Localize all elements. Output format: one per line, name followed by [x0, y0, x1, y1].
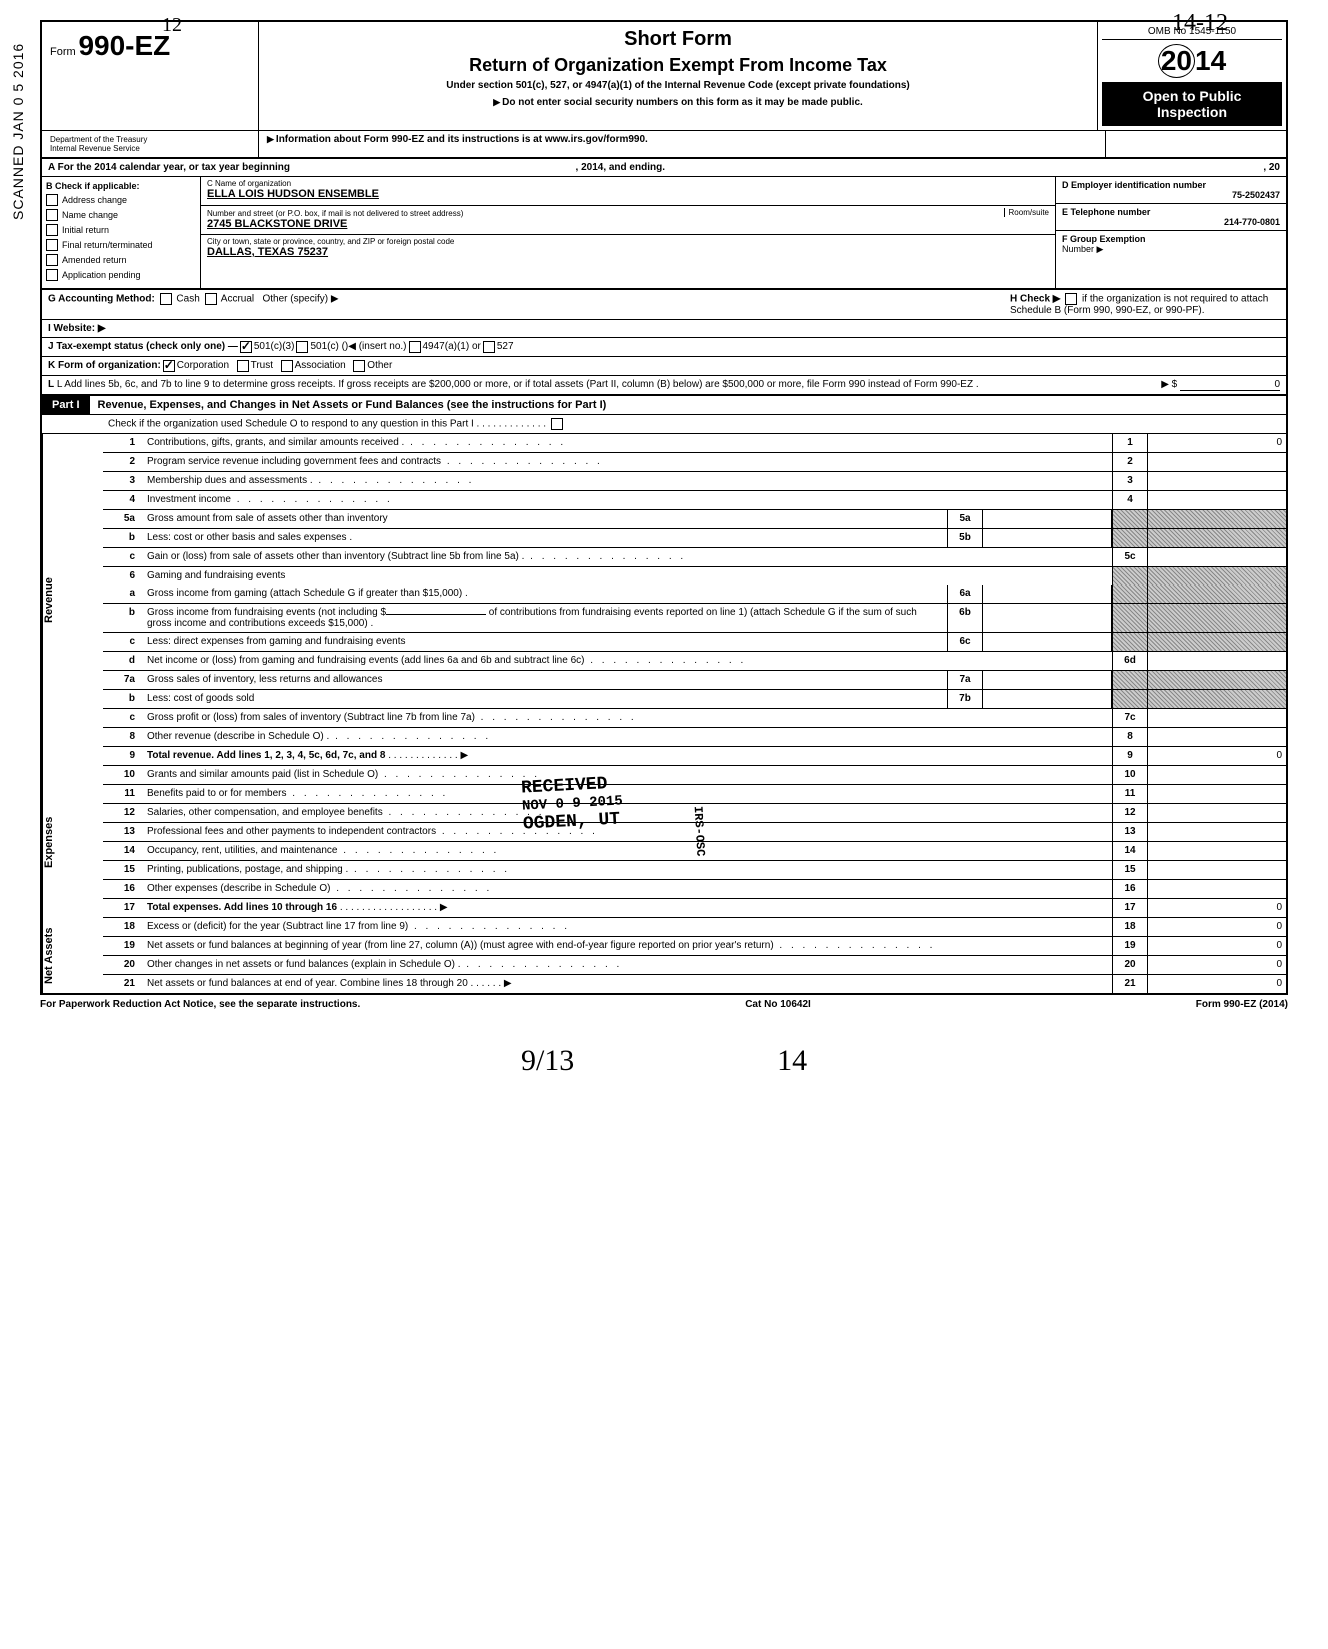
tax-year: 2014 [1102, 40, 1282, 82]
form-page: SCANNED JAN 0 5 2016 14-12 Form 990-EZ 1… [40, 20, 1288, 1078]
checkbox-501c[interactable] [296, 341, 308, 353]
checkbox-h[interactable] [1065, 293, 1077, 305]
line-l-value: 0 [1180, 379, 1280, 391]
row-l: L L Add lines 5b, 6c, and 7b to line 9 t… [40, 376, 1288, 396]
checkbox-assoc[interactable] [281, 360, 293, 372]
col-b: B Check if applicable: Address change Na… [42, 177, 201, 288]
org-address: 2745 BLACKSTONE DRIVE [207, 218, 1049, 230]
top-handwritten: 14-12 [1172, 10, 1228, 37]
year-cell: OMB No 1545-1150 2014 Open to Public Ins… [1097, 22, 1286, 130]
checkbox-4947[interactable] [409, 341, 421, 353]
col-c: C Name of organization ELLA LOIS HUDSON … [201, 177, 1056, 288]
checkbox-schedule-o[interactable] [551, 418, 563, 430]
scanned-stamp: SCANNED JAN 0 5 2016 [10, 43, 26, 220]
dept-row: Department of the Treasury Internal Reve… [40, 130, 1288, 159]
footer: For Paperwork Reduction Act Notice, see … [40, 995, 1288, 1014]
phone: 214-770-0801 [1062, 217, 1280, 227]
dept-cell: Department of the Treasury Internal Reve… [42, 131, 259, 157]
checkbox-cash[interactable] [160, 293, 172, 305]
header-row: Form 990-EZ 12 Short Form Return of Orga… [40, 20, 1288, 130]
checkbox-501c3[interactable] [240, 341, 252, 353]
checkbox-initial-return[interactable] [46, 224, 58, 236]
ein: 75-2502437 [1062, 190, 1280, 200]
info-grid: B Check if applicable: Address change Na… [40, 177, 1288, 290]
received-stamp: RECEIVED NOV 0 9 2015 OGDEN, UT [521, 773, 625, 834]
org-city: DALLAS, TEXAS 75237 [207, 246, 1049, 258]
row-j: J Tax-exempt status (check only one) — 5… [40, 338, 1288, 357]
checkbox-amended[interactable] [46, 254, 58, 266]
bottom-handwritten: 9/13 14 [40, 1044, 1288, 1078]
part1-check: Check if the organization used Schedule … [40, 415, 1288, 434]
open-public: Open to Public Inspection [1102, 82, 1282, 126]
form-prefix: Form [50, 46, 76, 58]
netassets-label: Net Assets [42, 918, 103, 993]
irs-stamp: IRS-OSC [691, 806, 708, 857]
instr-1: Do not enter social security numbers on … [279, 97, 1077, 108]
checkbox-name-change[interactable] [46, 209, 58, 221]
form-number-cell: Form 990-EZ 12 [42, 22, 259, 130]
checkbox-pending[interactable] [46, 269, 58, 281]
checkbox-final-return[interactable] [46, 239, 58, 251]
checkbox-corp[interactable] [163, 360, 175, 372]
row-g-h: G Accounting Method: Cash Accrual Other … [40, 290, 1288, 320]
row-i: I Website: ▶ [40, 320, 1288, 338]
title-cell: Short Form Return of Organization Exempt… [259, 22, 1097, 130]
row-k: K Form of organization: Corporation Trus… [40, 357, 1288, 376]
under-section: Under section 501(c), 527, or 4947(a)(1)… [279, 80, 1077, 91]
checkbox-other-org[interactable] [353, 360, 365, 372]
revenue-label: Revenue [42, 434, 103, 766]
col-de: D Employer identification number 75-2502… [1056, 177, 1286, 288]
part1-header: Part I Revenue, Expenses, and Changes in… [40, 396, 1288, 415]
checkbox-trust[interactable] [237, 360, 249, 372]
checkbox-accrual[interactable] [205, 293, 217, 305]
org-name: ELLA LOIS HUDSON ENSEMBLE [207, 188, 1049, 200]
row-a: A For the 2014 calendar year, or tax yea… [40, 159, 1288, 177]
checkbox-527[interactable] [483, 341, 495, 353]
sub-title: Return of Organization Exempt From Incom… [279, 55, 1077, 76]
form-handwritten: 12 [162, 14, 182, 37]
main-title: Short Form [279, 28, 1077, 51]
instr-2: Information about Form 990-EZ and its in… [259, 131, 1105, 157]
expenses-label: Expenses [42, 766, 103, 918]
checkbox-address-change[interactable] [46, 194, 58, 206]
form-number: 990-EZ [78, 30, 170, 61]
